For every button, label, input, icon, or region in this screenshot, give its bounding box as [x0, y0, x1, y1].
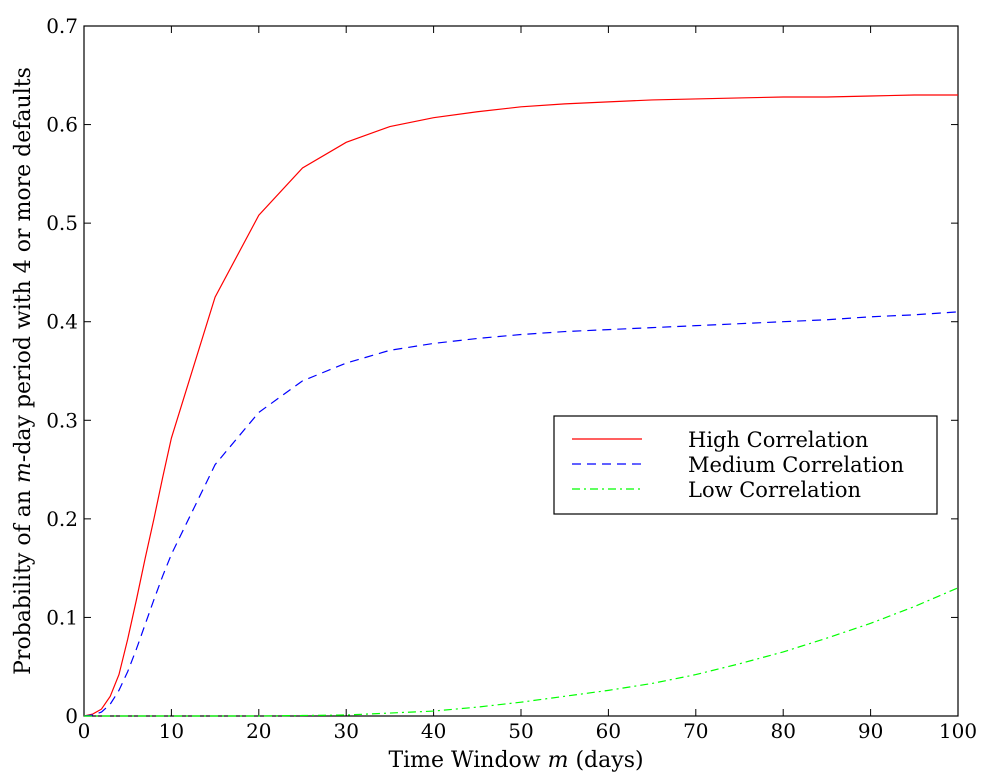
axis-ticks: [83, 25, 959, 717]
y-tick-label: 0.6: [46, 113, 78, 137]
x-tick-label: 30: [333, 719, 358, 743]
y-tick-label: 0: [65, 704, 78, 728]
x-axis-label: Time Window m (days): [388, 748, 643, 773]
x-tick-label: 70: [683, 719, 708, 743]
x-tick-label: 0: [78, 719, 91, 743]
y-tick-label: 0.7: [46, 14, 78, 38]
x-tick-label: 50: [508, 719, 533, 743]
y-tick-label: 0.3: [46, 408, 78, 432]
y-tick-label: 0.5: [46, 211, 78, 235]
x-tick-label: 20: [246, 719, 271, 743]
y-axis-label: Probability of an m-day period with 4 or…: [11, 67, 36, 675]
y-tick-label: 0.4: [46, 310, 78, 334]
x-tick-label: 100: [939, 719, 977, 743]
legend-label-2: Medium Correlation: [688, 453, 904, 477]
series-lines: [83, 94, 959, 717]
y-tick-label: 0.2: [46, 507, 78, 531]
legend-box: [553, 415, 938, 515]
x-tick-label: 90: [858, 719, 883, 743]
x-tick-label: 60: [596, 719, 621, 743]
series-line-1: [83, 94, 958, 717]
x-tick-label: 10: [159, 719, 184, 743]
legend-label-3: Low Correlation: [688, 478, 861, 502]
axis-tick-labels: 0 10 20 30 40 50 60 70 80 90 100 0 0.1 0.2 0.3 0.4 0.5 0.…: [46, 14, 977, 743]
legend-label-1: High Correlation: [688, 428, 868, 452]
y-tick-label: 0.1: [46, 605, 78, 629]
plot-frame: [83, 25, 959, 717]
series-line-2: [83, 311, 959, 717]
x-tick-label: 40: [421, 719, 446, 743]
x-tick-label: 80: [770, 719, 795, 743]
series-line-3: [84, 587, 959, 717]
